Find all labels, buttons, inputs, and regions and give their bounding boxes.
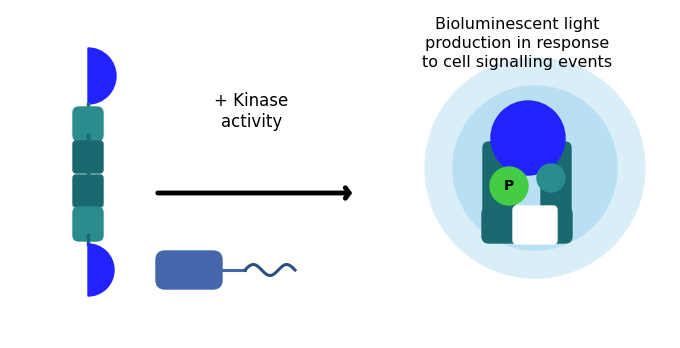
- Wedge shape: [88, 48, 116, 104]
- FancyBboxPatch shape: [156, 251, 222, 289]
- Circle shape: [537, 164, 565, 192]
- FancyBboxPatch shape: [541, 142, 571, 216]
- FancyBboxPatch shape: [513, 206, 557, 244]
- Circle shape: [490, 167, 528, 205]
- Circle shape: [491, 101, 565, 175]
- FancyBboxPatch shape: [73, 141, 103, 173]
- Text: P: P: [504, 179, 514, 193]
- FancyBboxPatch shape: [483, 142, 515, 229]
- Wedge shape: [88, 244, 114, 296]
- Text: + Kinase
activity: + Kinase activity: [214, 92, 289, 131]
- FancyBboxPatch shape: [73, 207, 103, 241]
- Text: Bioluminescent light
production in response
to cell signalling events: Bioluminescent light production in respo…: [422, 17, 612, 70]
- Circle shape: [425, 58, 645, 278]
- FancyBboxPatch shape: [482, 207, 572, 243]
- FancyBboxPatch shape: [73, 107, 103, 141]
- FancyBboxPatch shape: [73, 175, 103, 207]
- Circle shape: [453, 86, 617, 250]
